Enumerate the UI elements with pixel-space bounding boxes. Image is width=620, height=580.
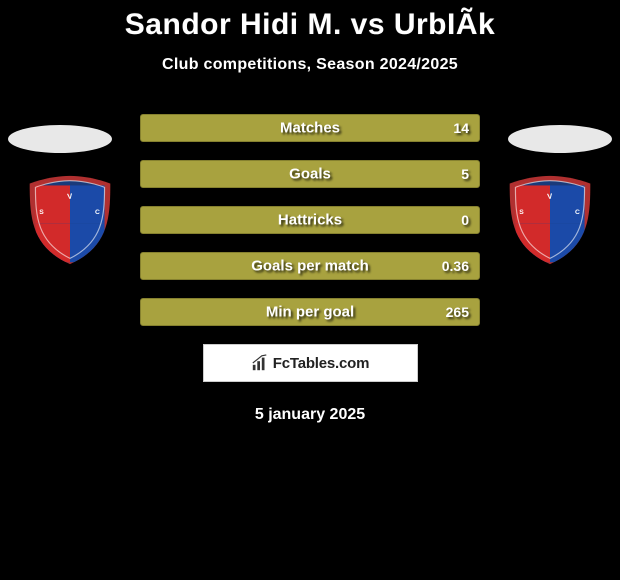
stat-row: Matches 14 — [140, 114, 480, 142]
stat-value: 0 — [461, 212, 469, 228]
stat-row: Goals per match 0.36 — [140, 252, 480, 280]
stat-label: Goals — [289, 166, 331, 183]
date-label: 5 january 2025 — [0, 406, 620, 424]
right-club-crest: V S C — [502, 172, 598, 268]
brand-label: FcTables.com — [273, 355, 370, 372]
subtitle: Club competitions, Season 2024/2025 — [0, 56, 620, 74]
stat-row: Goals 5 — [140, 160, 480, 188]
bar-chart-icon — [251, 354, 269, 372]
stat-value: 14 — [453, 120, 469, 136]
svg-text:S: S — [39, 209, 44, 216]
svg-text:C: C — [95, 209, 100, 216]
crest-icon: V S C — [22, 172, 118, 268]
svg-text:C: C — [575, 209, 580, 216]
stat-label: Matches — [280, 120, 340, 137]
crest-icon: V S C — [502, 172, 598, 268]
stat-label: Min per goal — [266, 304, 354, 321]
stat-value: 265 — [446, 304, 469, 320]
svg-text:S: S — [519, 209, 524, 216]
stat-row: Min per goal 265 — [140, 298, 480, 326]
stat-row: Hattricks 0 — [140, 206, 480, 234]
stat-value: 0.36 — [442, 258, 469, 274]
stat-label: Goals per match — [251, 258, 369, 275]
page-title: Sandor Hidi M. vs UrbIÃk — [0, 8, 620, 42]
left-club-crest: V S C — [22, 172, 118, 268]
stat-value: 5 — [461, 166, 469, 182]
right-player-shadow — [508, 125, 612, 153]
stat-label: Hattricks — [278, 212, 342, 229]
brand-box: FcTables.com — [203, 344, 418, 382]
left-player-shadow — [8, 125, 112, 153]
